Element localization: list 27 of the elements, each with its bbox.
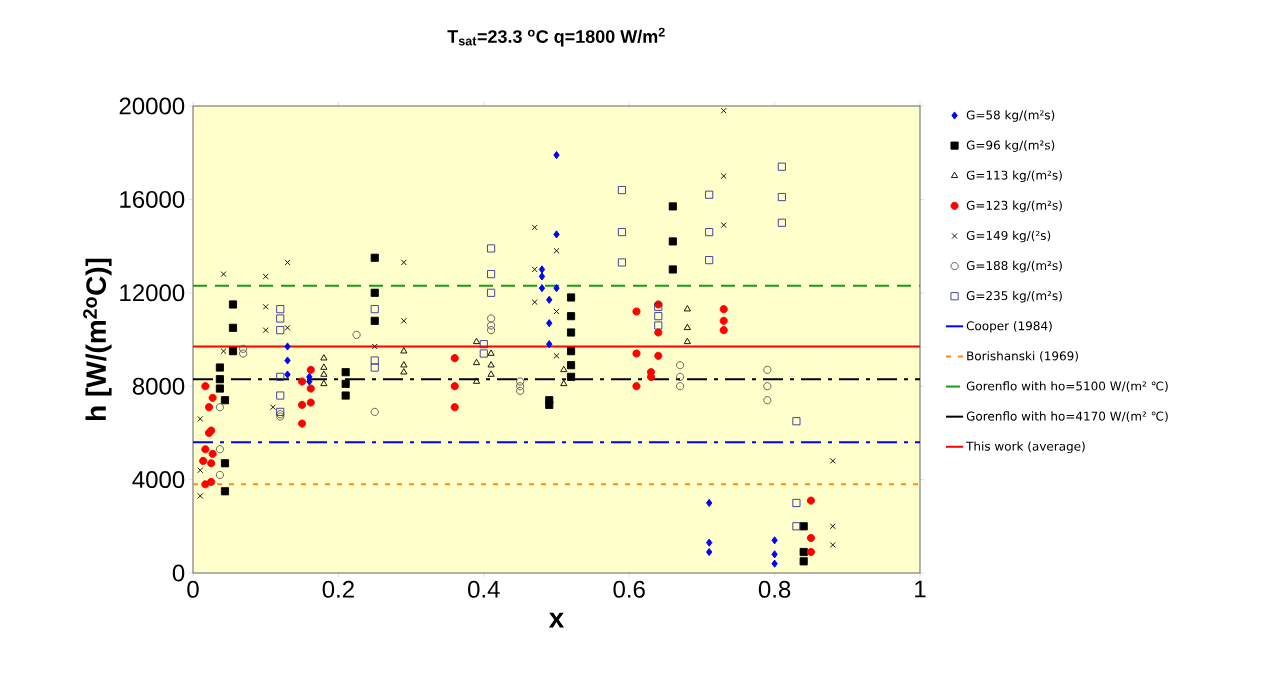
y-tick-label: 4000 (132, 471, 185, 489)
y-tick-label: 16000 (120, 190, 185, 208)
legend-label: G=58 kg/(m²s) (966, 110, 1055, 122)
x-tick-label: 0.4 (468, 580, 500, 598)
legend-label: G=235 kg/(m²s) (966, 290, 1062, 303)
legend-label: G=149 kg/(²s) (966, 230, 1051, 243)
x-tick-label: 0.2 (322, 580, 354, 598)
x-tick-label: 0 (187, 580, 199, 598)
legend-label: Gorenflo with ho=5100 W/(m² ℃) (966, 381, 1168, 392)
y-tick-label: 8000 (132, 377, 185, 395)
legend-label: Cooper (1984) (966, 321, 1052, 333)
legend-label: G=96 kg/(m²s) (966, 140, 1055, 152)
legend-label: Gorenflo with ho=4170 W/(m² ℃) (966, 411, 1168, 423)
legend-label: G=123 kg/(m²s) (966, 200, 1062, 213)
chart-title: T$_{sat}$=23.3 $^{o}$C q=1800 W/m$^{2}$ (447, 27, 665, 47)
legend-label: G=113 kg/(m²s) (966, 170, 1062, 183)
y-tick-label: 20000 (119, 97, 185, 115)
x-tick-label: 1 (915, 580, 926, 598)
legend-label: G=188 kg/(m²s) (966, 260, 1062, 273)
y-tick-label: 12000 (120, 284, 185, 302)
x-tick-label: 0.8 (758, 580, 791, 598)
y-axis-title: h [W/(m$^{2o}$C)] (83, 258, 112, 420)
y-tick-label: 0 (172, 564, 185, 582)
x-tick-label: 0.6 (613, 580, 645, 598)
x-axis-title: x (548, 612, 565, 628)
legend-label: This work (average) (966, 441, 1085, 454)
legend-label: Borishanski (1969) (967, 351, 1078, 362)
